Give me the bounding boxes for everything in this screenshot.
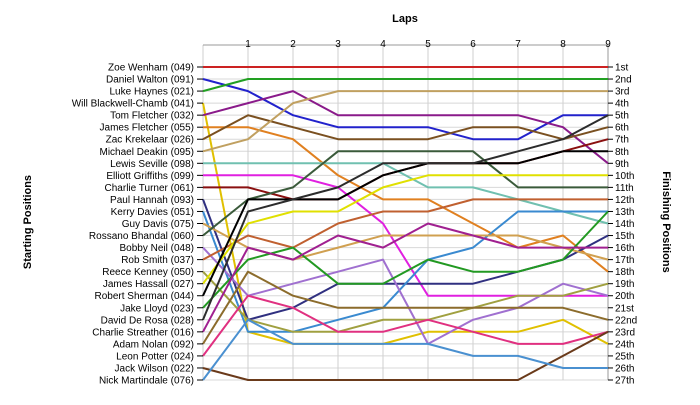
series-line bbox=[202, 294, 609, 357]
x-tick-label: 7 bbox=[515, 39, 521, 50]
starting-driver-label: Rossano Bhandal (060) bbox=[89, 231, 194, 242]
finishing-position-label: 22nd bbox=[615, 315, 637, 326]
series-line bbox=[202, 330, 609, 381]
finishing-position-label: 7th bbox=[615, 135, 629, 146]
finishing-position-label: 8th bbox=[615, 147, 629, 158]
top-axis-title: Laps bbox=[392, 13, 418, 25]
finishing-position-label: 17th bbox=[615, 255, 634, 266]
series-line bbox=[202, 114, 609, 321]
finishing-position-label: 1st bbox=[615, 63, 629, 74]
series-line bbox=[202, 78, 608, 93]
x-tick-label: 4 bbox=[380, 39, 386, 50]
starting-driver-label: Zac Krekelaar (026) bbox=[106, 135, 194, 146]
starting-driver-label: Charlie Turner (061) bbox=[105, 183, 194, 194]
series-line bbox=[202, 318, 608, 381]
starting-driver-label: Lewis Seville (098) bbox=[110, 159, 194, 170]
starting-driver-label: Daniel Walton (091) bbox=[106, 75, 194, 86]
x-tick-label: 6 bbox=[470, 39, 476, 50]
starting-driver-label: Guy Davis (075) bbox=[122, 219, 194, 230]
x-tick-labels: 1 2 3 4 5 6 7 8 9 bbox=[245, 39, 611, 50]
starting-position-labels: Zoe Wenham (049)Daniel Walton (091)Luke … bbox=[72, 63, 203, 387]
starting-driver-label: Luke Haynes (021) bbox=[110, 87, 195, 98]
finishing-position-label: 10th bbox=[615, 171, 634, 182]
series-line bbox=[202, 174, 608, 285]
finishing-position-label: 18th bbox=[615, 267, 634, 278]
x-tick-label: 8 bbox=[560, 39, 566, 50]
series-lines bbox=[202, 66, 609, 381]
finishing-position-label: 13th bbox=[615, 207, 634, 218]
starting-driver-label: Michael Deakin (095) bbox=[100, 147, 195, 158]
finishing-position-label: 16th bbox=[615, 243, 634, 254]
starting-driver-label: Tom Fletcher (032) bbox=[110, 111, 194, 122]
series-line bbox=[202, 102, 609, 345]
finishing-position-label: 11th bbox=[615, 183, 634, 194]
x-tick-label: 5 bbox=[425, 39, 431, 50]
series-line bbox=[202, 78, 608, 141]
starting-driver-label: Elliott Griffiths (099) bbox=[106, 171, 194, 182]
finishing-position-label: 20th bbox=[615, 291, 634, 302]
finishing-position-label: 3rd bbox=[615, 87, 629, 98]
starting-driver-label: Kerry Davies (051) bbox=[111, 207, 194, 218]
finishing-position-label: 4th bbox=[615, 99, 629, 110]
left-axis-title: Starting Positions bbox=[22, 175, 34, 269]
finishing-position-labels: 1st2nd3rd4th5th6th7th8th9th10th11th12th1… bbox=[608, 63, 637, 387]
series-line bbox=[202, 150, 608, 297]
finishing-position-label: 21st bbox=[615, 303, 634, 314]
starting-driver-label: David De Rosa (028) bbox=[101, 315, 194, 326]
x-tick-label: 3 bbox=[335, 39, 341, 50]
finishing-position-label: 24th bbox=[615, 339, 634, 350]
starting-driver-label: Adam Nolan (092) bbox=[113, 339, 194, 350]
series-line bbox=[202, 90, 608, 153]
finishing-position-label: 6th bbox=[615, 123, 629, 134]
starting-driver-label: James Fletcher (055) bbox=[100, 123, 194, 134]
finishing-position-label: 23rd bbox=[615, 327, 635, 338]
finishing-position-label: 14th bbox=[615, 219, 634, 230]
starting-driver-label: Jack Wilson (022) bbox=[115, 363, 194, 374]
finishing-position-label: 12th bbox=[615, 195, 634, 206]
starting-driver-label: Rob Smith (037) bbox=[121, 255, 194, 266]
series-line bbox=[202, 222, 608, 333]
starting-driver-label: Bobby Neil (048) bbox=[120, 243, 194, 254]
series-line bbox=[202, 198, 608, 261]
starting-driver-label: Reece Kenney (050) bbox=[102, 267, 194, 278]
finishing-position-label: 19th bbox=[615, 279, 634, 290]
starting-driver-label: Leon Potter (024) bbox=[116, 351, 194, 362]
starting-driver-label: Paul Hannah (093) bbox=[110, 195, 194, 206]
starting-driver-label: Jake Lloyd (023) bbox=[120, 303, 194, 314]
finishing-position-label: 15th bbox=[615, 231, 634, 242]
series-line bbox=[202, 90, 609, 165]
series-line bbox=[203, 162, 609, 225]
starting-driver-label: Charlie Streather (016) bbox=[92, 327, 194, 338]
series-line bbox=[202, 150, 608, 237]
starting-driver-label: James Hassall (027) bbox=[103, 279, 194, 290]
starting-driver-label: Will Blackwell-Chamb (041) bbox=[72, 99, 194, 110]
x-tick-label: 1 bbox=[245, 39, 251, 50]
series-line bbox=[202, 270, 609, 345]
x-tick-label: 9 bbox=[605, 39, 611, 50]
starting-driver-label: Zoe Wenham (049) bbox=[108, 63, 194, 74]
finishing-position-label: 2nd bbox=[615, 75, 632, 86]
finishing-position-label: 27th bbox=[615, 376, 634, 387]
finishing-position-label: 26th bbox=[615, 363, 634, 374]
starting-driver-label: Nick Martindale (076) bbox=[99, 376, 194, 387]
series-line bbox=[202, 271, 609, 333]
finishing-position-label: 9th bbox=[615, 159, 629, 170]
right-axis-title: Finishing Positions bbox=[660, 171, 672, 272]
finishing-position-label: 5th bbox=[615, 111, 629, 122]
x-tick-label: 2 bbox=[290, 39, 296, 50]
starting-driver-label: Robert Sherman (044) bbox=[95, 291, 195, 302]
finishing-position-label: 25th bbox=[615, 351, 634, 362]
